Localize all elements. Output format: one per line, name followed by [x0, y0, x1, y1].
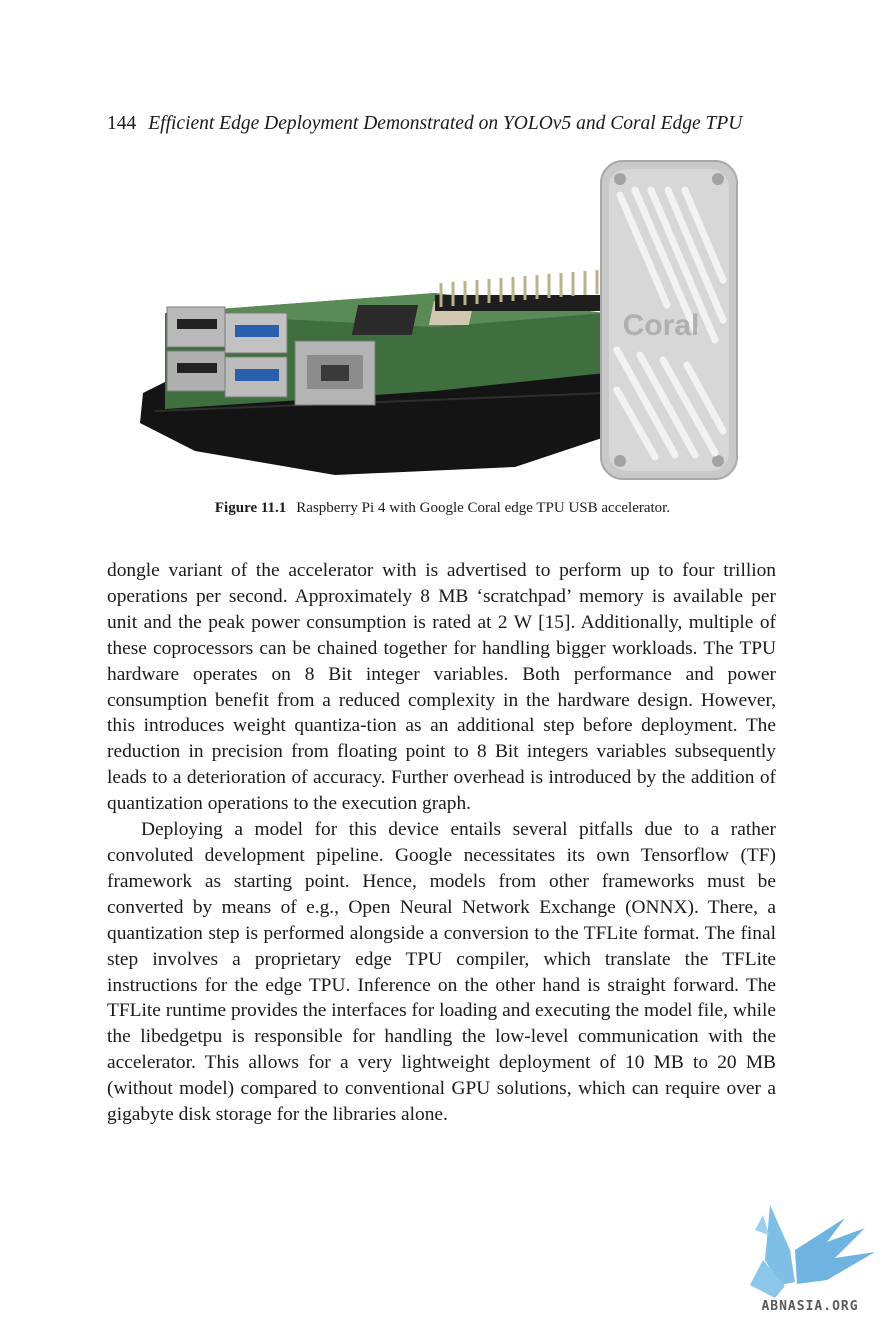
coral-logo-text: Coral — [623, 309, 700, 342]
running-head: 144 Efficient Edge Deployment Demonstrate… — [107, 111, 787, 137]
usb3-ports — [224, 312, 288, 398]
usb2-ports — [166, 306, 226, 392]
ethernet-port — [294, 340, 376, 406]
watermark-text: ABNASIA.ORG — [761, 1299, 858, 1314]
figure-raspberry-pi-coral-photo: Coral — [140, 160, 738, 480]
figure-label: Figure 11.1 — [214, 500, 287, 516]
running-title: Efficient Edge Deployment Demonstrated o… — [148, 113, 743, 134]
body-text: dongle variant of the accelerator with i… — [107, 558, 776, 1128]
gpio-header — [435, 270, 605, 311]
paragraph-2: Deploying a model for this device entail… — [107, 819, 776, 1126]
figure-caption-text: Raspberry Pi 4 with Google Coral edge TP… — [296, 500, 671, 516]
figure-caption: Figure 11.1 Raspberry Pi 4 with Google Co… — [0, 498, 885, 518]
page-number: 144 — [107, 113, 137, 134]
paragraph-1: dongle variant of the accelerator with i… — [107, 560, 776, 815]
coral-usb-accelerator: Coral — [600, 160, 738, 480]
watermark-bird-logo: ABNASIA.ORG — [750, 1205, 875, 1314]
